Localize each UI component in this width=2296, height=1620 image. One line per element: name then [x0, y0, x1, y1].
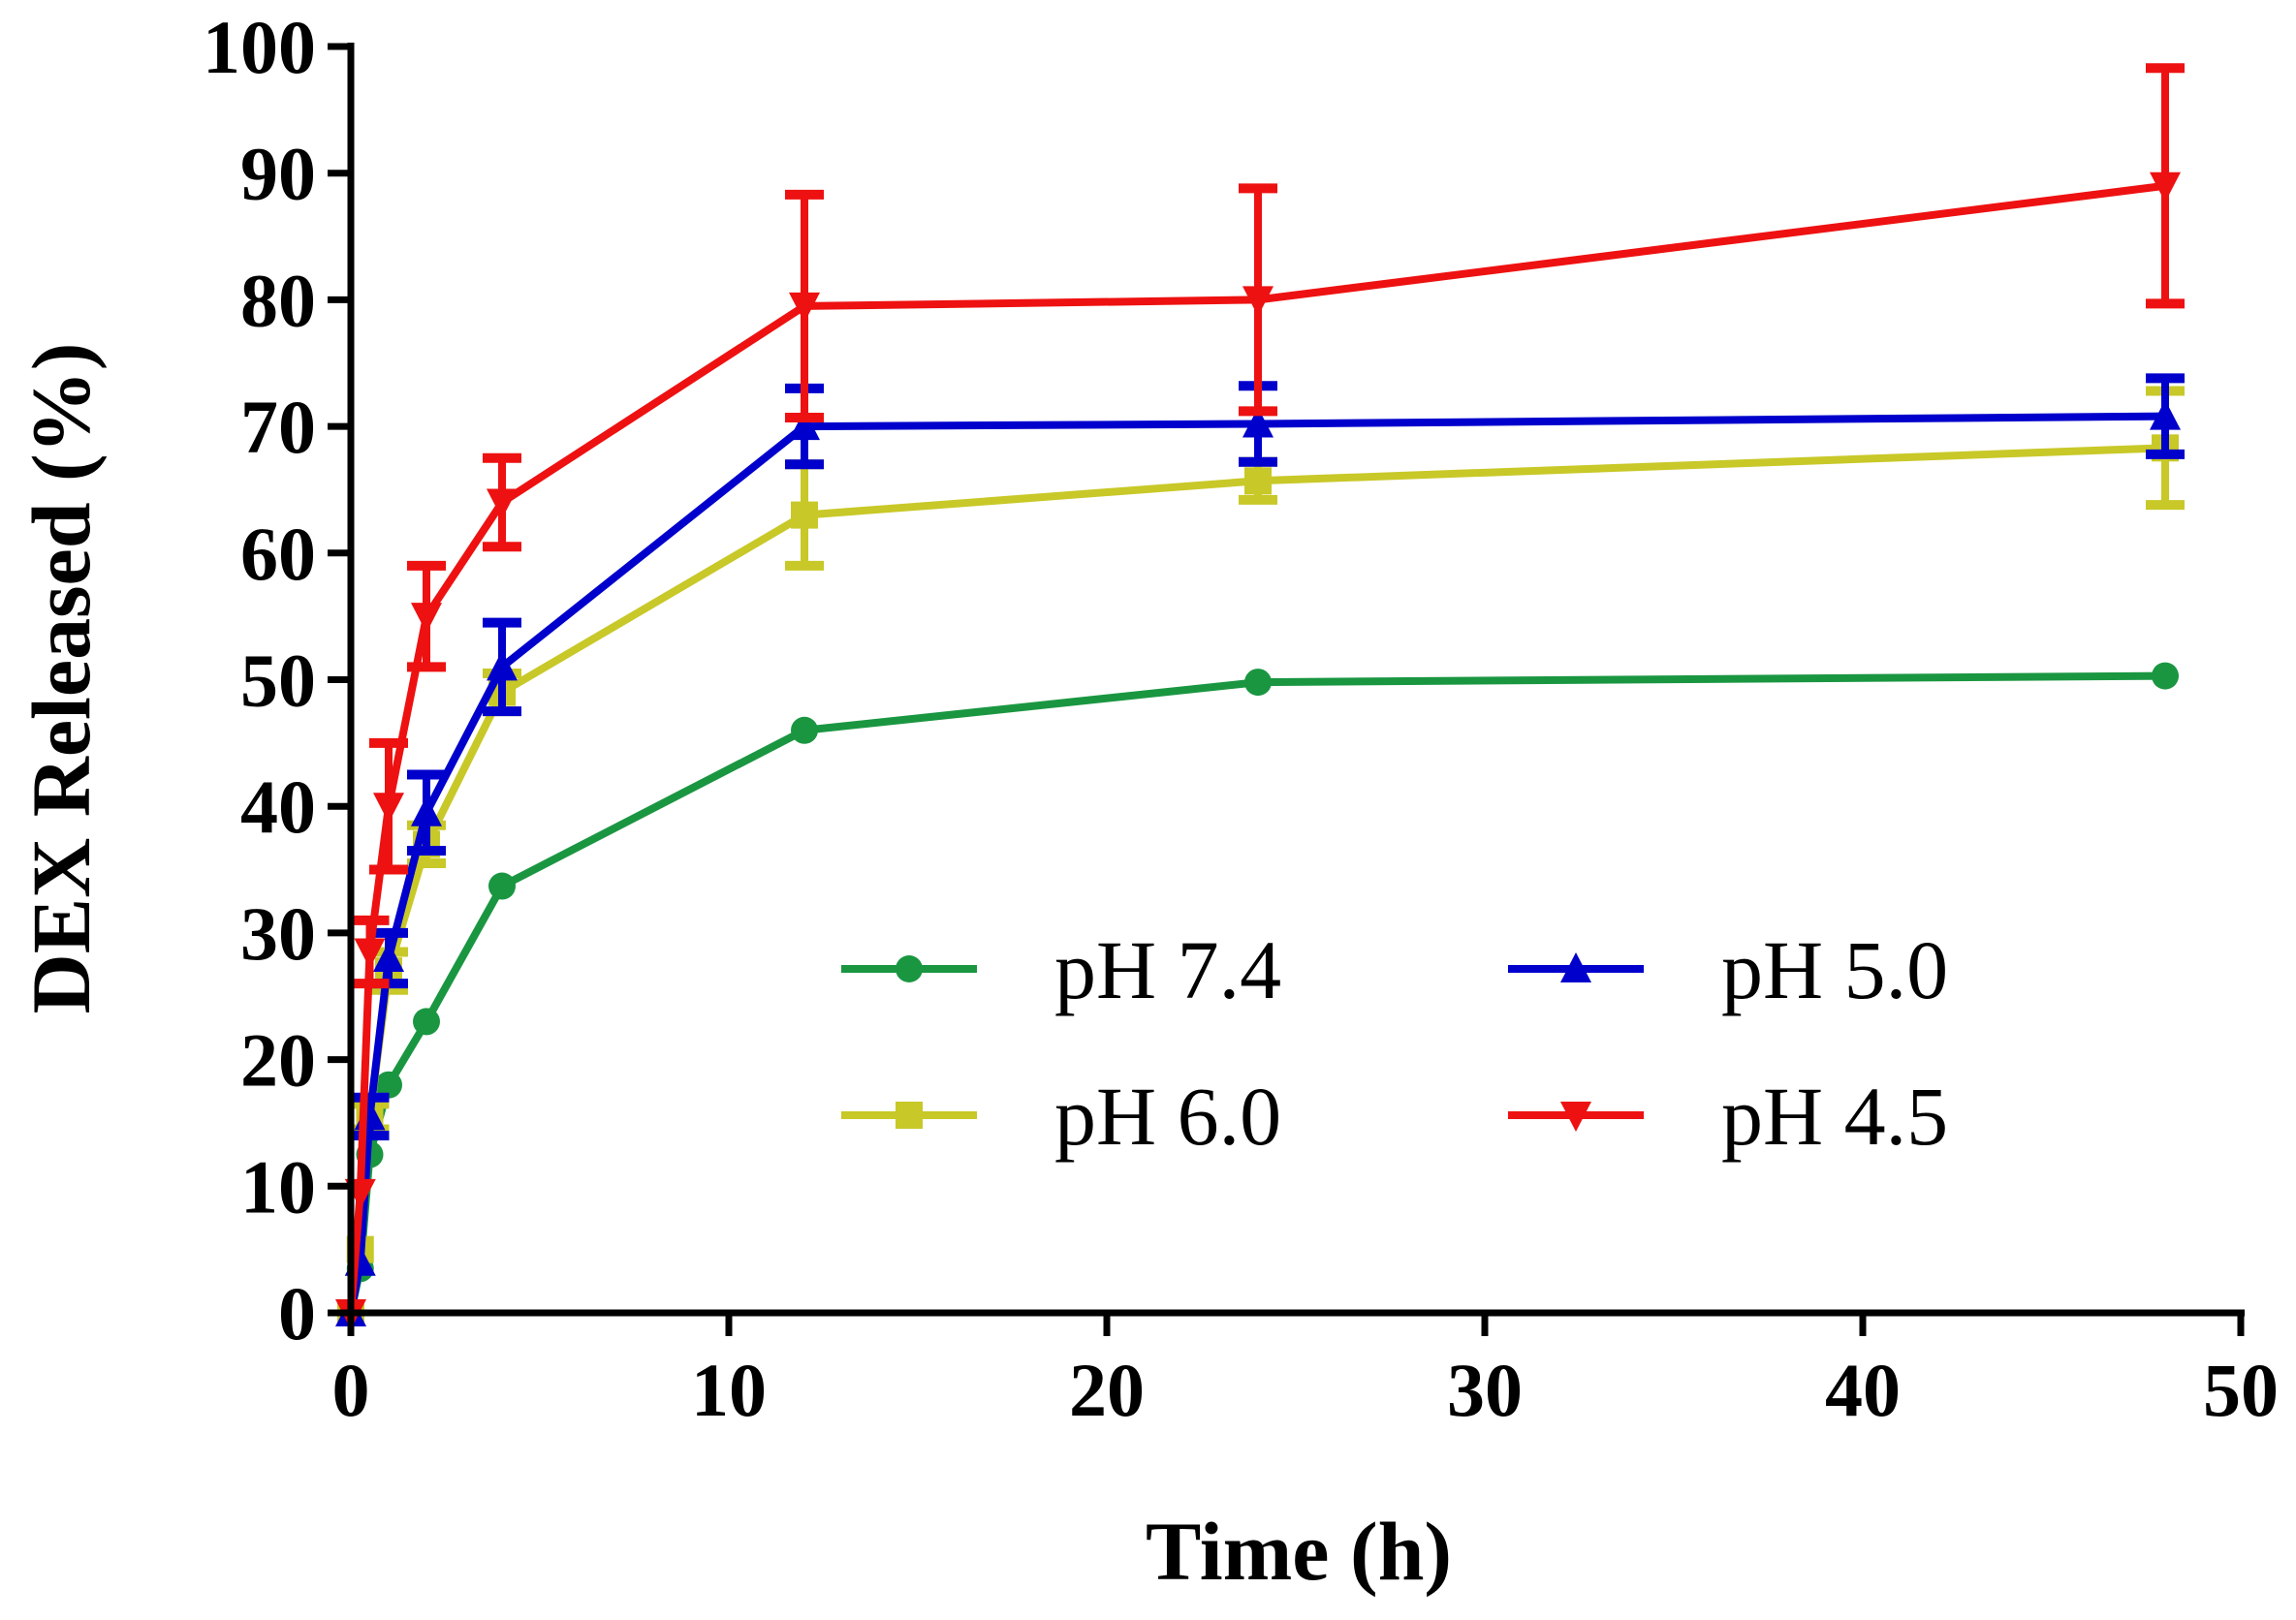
legend-marker [896, 1102, 923, 1129]
y-tick-label: 10 [240, 1144, 316, 1229]
x-tick-label: 50 [2203, 1348, 2279, 1432]
data-point [791, 501, 818, 529]
data-point [354, 938, 386, 969]
data-point [791, 716, 818, 744]
data-point [373, 793, 404, 824]
data-point [1242, 286, 1274, 317]
data-point [1242, 407, 1274, 438]
x-tick-label: 10 [691, 1348, 767, 1432]
y-tick-label: 100 [203, 5, 316, 89]
x-tick-label: 0 [332, 1348, 370, 1432]
legend-label: pH 6.0 [1054, 1070, 1281, 1163]
legend-entry: pH 7.4 [841, 923, 1281, 1016]
series-line [347, 444, 2166, 1314]
legend-marker [1560, 1102, 1591, 1132]
legend-entry: pH 4.5 [1508, 1070, 1948, 1163]
data-point [413, 1008, 440, 1036]
legend-label: pH 7.4 [1054, 923, 1281, 1016]
series-line [347, 412, 2166, 1314]
legend-label: pH 5.0 [1721, 923, 1948, 1016]
data-point [789, 410, 820, 441]
data-point [373, 942, 404, 973]
data-point [411, 795, 442, 826]
legend-marker [1560, 952, 1591, 982]
y-tick-label: 50 [240, 639, 316, 723]
y-tick-label: 60 [240, 512, 316, 596]
data-point [1244, 467, 1272, 495]
series-pH-6-0 [337, 386, 2185, 1326]
data-point [411, 603, 442, 634]
y-tick-label: 20 [240, 1018, 316, 1103]
y-axis-title: DEX Released (%) [15, 343, 108, 1014]
legend: pH 7.4 pH 6.0 pH 5.0 pH 4.5 [841, 923, 1948, 1163]
data-point [2150, 171, 2181, 202]
data-point [2152, 662, 2179, 690]
y-tick-label: 80 [240, 258, 316, 342]
y-tick-label: 70 [240, 385, 316, 469]
legend-entry: pH 5.0 [1508, 923, 1948, 1016]
legend-entry: pH 6.0 [841, 1070, 1281, 1163]
data-point [789, 292, 820, 323]
data-point [487, 488, 518, 519]
data-point [375, 1071, 402, 1099]
data-point [2150, 399, 2181, 430]
y-tick-label: 0 [278, 1271, 316, 1355]
x-tick-label: 30 [1447, 1348, 1523, 1432]
y-tick-label: 40 [240, 764, 316, 849]
x-tick-label: 20 [1069, 1348, 1145, 1432]
axes: 0 10 20 30 40 50 60 70 80 90 100 0 10 20 30 40 50 [203, 5, 2279, 1432]
legend-marker [896, 955, 923, 982]
data-point [1244, 669, 1272, 697]
y-tick-label: 90 [240, 132, 316, 216]
x-tick-label: 40 [1825, 1348, 1901, 1432]
y-tick-label: 30 [240, 891, 316, 976]
data-point [487, 650, 518, 681]
series-pH-5-0 [335, 373, 2185, 1326]
x-axis-title: Time (h) [1146, 1505, 1452, 1598]
data-point [488, 872, 516, 900]
legend-label: pH 4.5 [1721, 1070, 1948, 1163]
